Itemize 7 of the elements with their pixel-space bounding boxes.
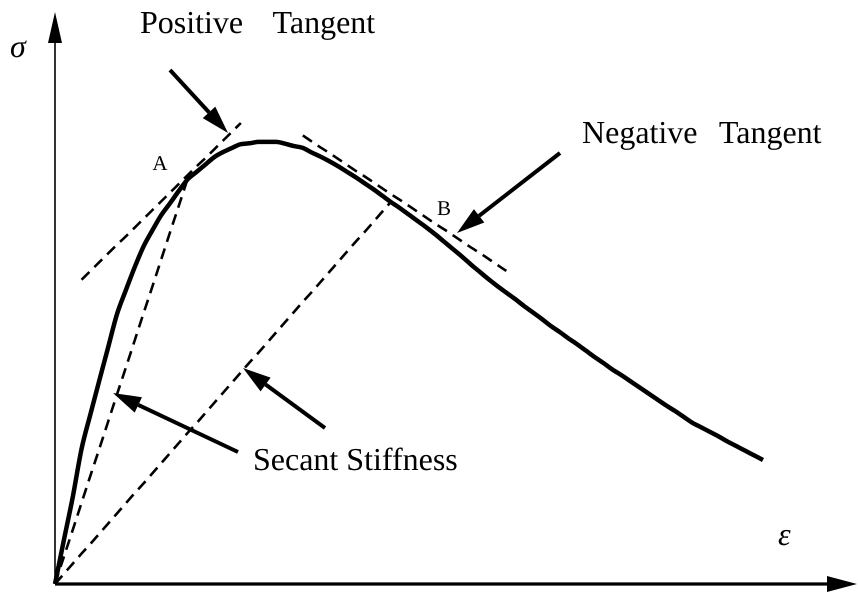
- annotation: B: [436, 196, 452, 220]
- text: Positive Tangent: [140, 4, 376, 40]
- x-axis-title: ε: [778, 516, 791, 552]
- annotation: Negative Tangent: [582, 114, 822, 150]
- y-axis-title: σ: [10, 28, 27, 64]
- annotation: Secant Stiffness: [253, 441, 458, 477]
- annotation: A: [152, 151, 168, 175]
